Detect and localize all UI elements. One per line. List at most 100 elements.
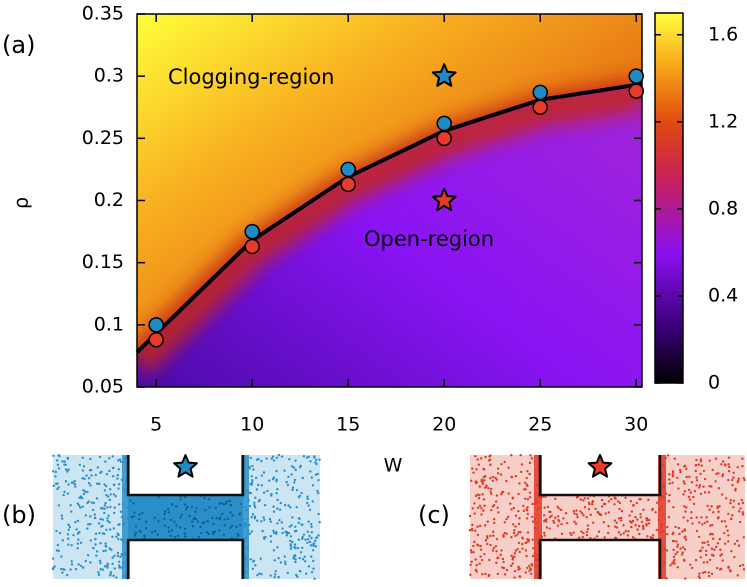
particle	[510, 475, 514, 479]
particle	[113, 506, 116, 509]
particle	[316, 491, 320, 495]
particle	[290, 473, 293, 476]
particle	[702, 469, 706, 473]
particle	[521, 542, 524, 546]
particle	[81, 505, 84, 508]
star-icon	[587, 454, 613, 478]
particle	[197, 535, 200, 539]
particle	[288, 525, 291, 528]
particle	[557, 520, 561, 523]
particle	[665, 532, 669, 536]
particle	[503, 573, 507, 576]
particle	[272, 459, 276, 462]
particle	[560, 532, 564, 535]
particle	[249, 456, 252, 460]
particle	[707, 543, 710, 547]
particle	[108, 521, 111, 524]
particle	[511, 558, 514, 561]
particle	[58, 531, 62, 535]
particle	[112, 466, 115, 470]
particle	[79, 541, 83, 544]
particle	[622, 524, 625, 527]
particle	[671, 539, 675, 543]
particle	[118, 560, 121, 564]
particle	[178, 526, 182, 529]
particle	[528, 564, 531, 568]
particle	[543, 531, 546, 535]
particle	[607, 524, 610, 528]
particle	[89, 484, 92, 487]
particle	[67, 528, 70, 531]
particle	[481, 482, 484, 486]
particle	[268, 517, 272, 521]
x-tick-label: 20	[432, 414, 456, 436]
particle	[163, 524, 167, 527]
particle	[531, 515, 534, 519]
particle	[116, 477, 119, 480]
particle	[711, 537, 715, 540]
particle	[250, 530, 254, 533]
particle	[627, 530, 630, 533]
particle	[65, 573, 69, 577]
particle	[175, 505, 178, 508]
particle	[710, 485, 713, 488]
particle	[293, 481, 296, 484]
particle	[474, 558, 477, 561]
panel-label: (b)	[2, 501, 36, 529]
particle	[655, 528, 658, 532]
particle	[647, 522, 651, 525]
particle	[728, 465, 731, 469]
particle	[510, 536, 513, 539]
particle	[582, 514, 585, 517]
particle	[301, 476, 304, 480]
particle	[66, 456, 69, 460]
particle	[212, 532, 215, 536]
colorbar	[654, 12, 684, 384]
particle	[672, 531, 675, 534]
particle	[294, 560, 297, 564]
particle	[294, 459, 297, 462]
particle	[490, 509, 493, 512]
particle	[514, 525, 517, 528]
particle	[74, 520, 77, 524]
particle	[546, 505, 550, 509]
particle	[205, 531, 208, 534]
particle	[98, 531, 101, 535]
particle	[711, 468, 714, 472]
particle	[685, 467, 688, 471]
data-point	[148, 332, 164, 348]
particle	[681, 530, 684, 533]
particle	[476, 493, 479, 496]
particle	[509, 564, 513, 567]
particle	[55, 529, 58, 533]
particle	[188, 514, 191, 518]
particle	[470, 479, 473, 483]
particle	[739, 507, 742, 510]
particle	[79, 506, 82, 509]
particle	[631, 519, 635, 523]
particle	[77, 563, 80, 566]
particle	[475, 468, 478, 471]
particle	[108, 469, 111, 473]
particle	[480, 479, 483, 483]
particle	[78, 463, 82, 467]
star-icon	[173, 454, 198, 478]
particle	[679, 547, 682, 550]
particle	[76, 532, 80, 535]
particle	[207, 498, 211, 501]
particle	[281, 531, 284, 535]
particle	[717, 472, 720, 475]
particle	[738, 520, 742, 524]
particle	[583, 505, 587, 509]
particle	[665, 549, 669, 552]
particle	[598, 513, 601, 516]
colorbar-tick-label: 0.8	[708, 197, 738, 219]
particle	[99, 542, 102, 545]
particle	[314, 545, 317, 548]
particle	[214, 506, 218, 509]
particle	[579, 510, 582, 513]
particle	[622, 532, 625, 535]
particle	[720, 520, 724, 523]
particle	[489, 476, 492, 480]
particle	[307, 520, 310, 523]
